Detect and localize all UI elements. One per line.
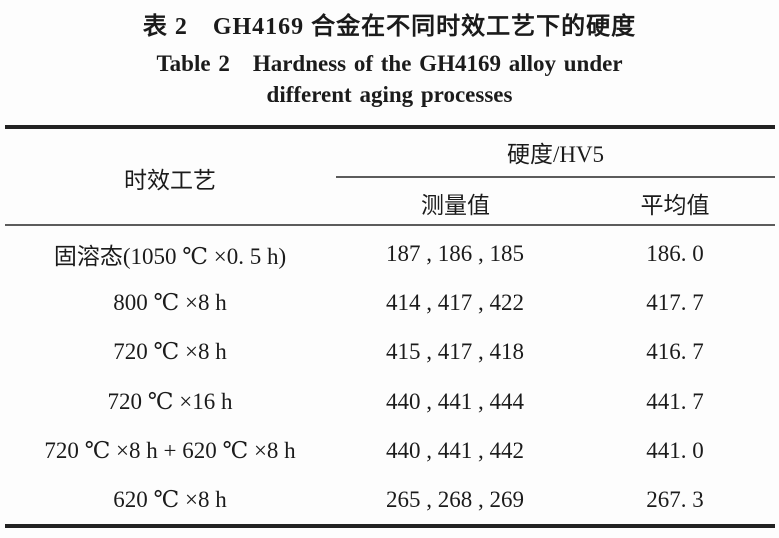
table-caption-en-line2: different aging processes	[266, 82, 513, 107]
column-header-process: 时效工艺	[124, 168, 216, 193]
process-cell: 720 ℃ ×16 h	[107, 388, 233, 414]
table-row: 720 ℃ ×8 h + 620 ℃ ×8 h 440 , 441 , 442 …	[5, 426, 775, 475]
column-header-hardness-group: 硬度/HV5	[506, 142, 605, 167]
process-cell: 固溶态(1050 ℃ ×0. 5 h)	[53, 243, 287, 269]
measured-cell: 187 , 186 , 185	[386, 240, 524, 266]
process-cell: 800 ℃ ×8 h	[113, 289, 227, 315]
average-cell: 441. 0	[646, 437, 704, 463]
table-rule-top	[5, 125, 775, 129]
process-cell: 620 ℃ ×8 h	[113, 487, 227, 513]
table-row: 620 ℃ ×8 h 265 , 268 , 269 267. 3	[5, 476, 775, 525]
measured-cell: 440 , 441 , 442	[386, 437, 524, 463]
table-caption-zh: 表 2 GH4169 合金在不同时效工艺下的硬度	[142, 14, 637, 40]
average-cell: 267. 3	[646, 487, 704, 513]
table-row: 720 ℃ ×8 h 415 , 417 , 418 416. 7	[5, 328, 775, 377]
average-cell: 416. 7	[646, 339, 704, 365]
measured-cell: 414 , 417 , 422	[386, 289, 524, 315]
table-caption-en-line1: Table 2 Hardness of the GH4169 alloy und…	[156, 51, 623, 76]
average-cell: 186. 0	[646, 240, 704, 266]
table-row: 固溶态(1050 ℃ ×0. 5 h) 187 , 186 , 185 186.…	[5, 229, 775, 278]
table-row: 720 ℃ ×16 h 440 , 441 , 444 441. 7	[5, 377, 775, 426]
average-cell: 417. 7	[646, 289, 704, 315]
table-rule-header	[5, 224, 775, 226]
column-header-measured: 测量值	[421, 193, 490, 218]
table-row: 800 ℃ ×8 h 414 , 417 , 422 417. 7	[5, 278, 775, 327]
average-cell: 441. 7	[646, 388, 704, 414]
measured-cell: 415 , 417 , 418	[386, 339, 524, 365]
column-header-average: 平均值	[640, 193, 710, 218]
process-cell: 720 ℃ ×8 h	[113, 339, 227, 365]
measured-cell: 265 , 268 , 269	[386, 487, 524, 513]
table-rule-group-header	[336, 176, 775, 178]
table-body: 固溶态(1050 ℃ ×0. 5 h) 187 , 186 , 185 186.…	[5, 229, 775, 525]
process-cell: 720 ℃ ×8 h + 620 ℃ ×8 h	[44, 437, 296, 463]
measured-cell: 440 , 441 , 444	[386, 388, 524, 414]
table-rule-bottom	[5, 524, 775, 528]
